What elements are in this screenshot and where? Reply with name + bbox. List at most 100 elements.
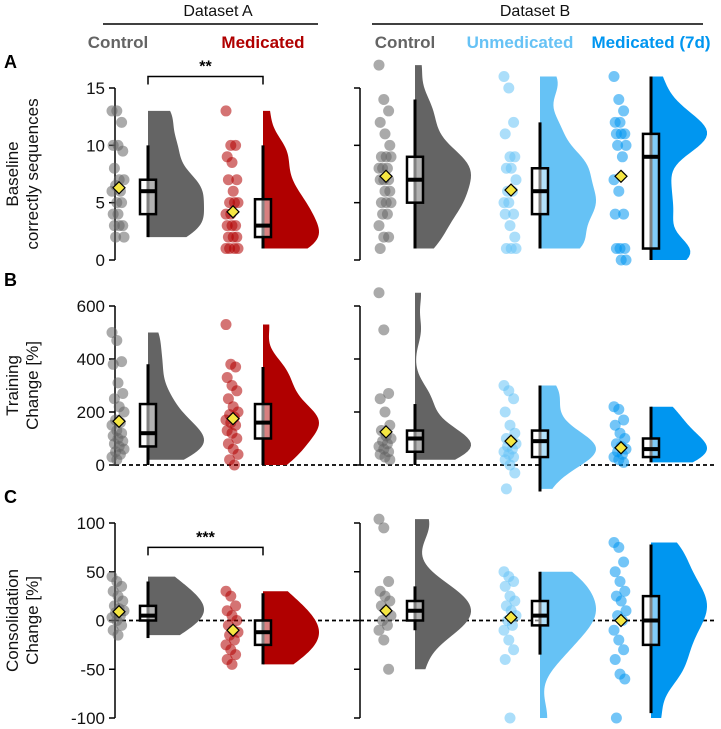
data-point — [499, 208, 511, 220]
dataset-label: Dataset B — [500, 3, 570, 20]
data-point — [113, 220, 125, 232]
data-point — [379, 406, 391, 418]
data-point — [618, 414, 630, 426]
data-point — [230, 649, 242, 661]
y-tick-label: 0 — [96, 612, 105, 631]
box — [530, 599, 550, 627]
data-point — [378, 522, 390, 534]
data-point — [498, 71, 510, 83]
data-point — [618, 556, 630, 568]
data-point — [373, 513, 385, 525]
data-point — [222, 393, 234, 405]
data-point — [610, 712, 622, 724]
data-point — [110, 231, 122, 243]
data-point — [378, 93, 390, 105]
mean-marker — [614, 440, 628, 455]
mean-marker — [112, 604, 126, 619]
mean-marker — [504, 434, 518, 448]
box — [138, 178, 158, 216]
y-tick-label: 200 — [77, 403, 105, 422]
violin — [263, 324, 319, 465]
mean-marker — [379, 603, 393, 618]
data-point — [618, 644, 630, 656]
data-point — [499, 128, 511, 140]
data-point — [116, 197, 128, 209]
data-point — [231, 615, 243, 626]
data-point — [384, 185, 396, 197]
significance-bracket — [147, 546, 264, 556]
data-point — [618, 208, 630, 220]
group-label: Medicated (7d) — [591, 33, 710, 52]
data-point — [615, 595, 627, 607]
y-tick-label: -100 — [71, 709, 105, 728]
data-point — [609, 419, 621, 431]
box — [138, 604, 158, 622]
group-label: Medicated — [221, 33, 304, 52]
data-point — [613, 185, 625, 197]
data-point — [384, 139, 396, 151]
data-point — [505, 162, 517, 174]
y-tick-label: 5 — [96, 194, 105, 213]
data-point — [231, 385, 243, 397]
y-tick-label: -50 — [80, 660, 105, 679]
data-point — [504, 419, 516, 431]
violin — [651, 76, 707, 261]
data-point — [116, 116, 128, 128]
data-point — [620, 254, 632, 266]
data-point — [614, 116, 626, 128]
data-point — [610, 243, 622, 255]
data-point — [510, 174, 522, 186]
y-axis-label: correctly sequences — [23, 98, 42, 249]
data-point — [509, 595, 521, 607]
violin — [148, 110, 204, 238]
data-point — [383, 663, 395, 675]
data-point — [108, 162, 120, 174]
data-point — [374, 116, 386, 128]
data-point — [111, 105, 123, 117]
data-point — [383, 387, 395, 399]
data-point — [608, 71, 620, 83]
panel-C: C Consolidation Change [%] -100 -50 0 50 100 *** — [3, 487, 716, 728]
mean-marker — [226, 204, 240, 219]
mean-marker — [226, 411, 240, 426]
data-point — [619, 585, 631, 597]
data-point — [111, 454, 123, 466]
violin — [651, 406, 707, 463]
data-point — [618, 105, 630, 117]
data-point — [373, 220, 385, 232]
data-point — [613, 634, 625, 646]
mean-marker — [379, 169, 393, 184]
data-point — [503, 197, 515, 209]
data-point — [383, 231, 395, 243]
data-point — [383, 105, 395, 117]
panel-B: B Training Change [%] 0 200 400 600 — [3, 270, 716, 495]
data-point — [384, 595, 396, 607]
data-point — [117, 145, 129, 157]
y-tick-label: 50 — [86, 563, 105, 582]
data-point — [500, 483, 512, 495]
data-point — [118, 231, 130, 243]
violin — [540, 385, 596, 489]
data-point — [226, 658, 238, 670]
mean-marker — [614, 169, 628, 184]
data-point — [373, 624, 385, 636]
data-point — [499, 654, 511, 665]
panel-letter: A — [4, 52, 17, 72]
data-point — [508, 576, 520, 587]
data-point — [609, 208, 621, 220]
data-point — [620, 139, 632, 151]
data-point — [118, 406, 130, 418]
data-point — [227, 185, 239, 197]
data-point — [385, 197, 397, 209]
data-point — [508, 208, 520, 220]
data-point — [614, 576, 626, 587]
data-point — [107, 358, 119, 370]
group-label: Control — [375, 33, 435, 52]
data-point — [108, 393, 120, 405]
data-point — [504, 220, 516, 232]
box — [138, 402, 158, 448]
box — [253, 197, 273, 239]
data-point — [373, 59, 385, 71]
data-point — [613, 403, 625, 415]
